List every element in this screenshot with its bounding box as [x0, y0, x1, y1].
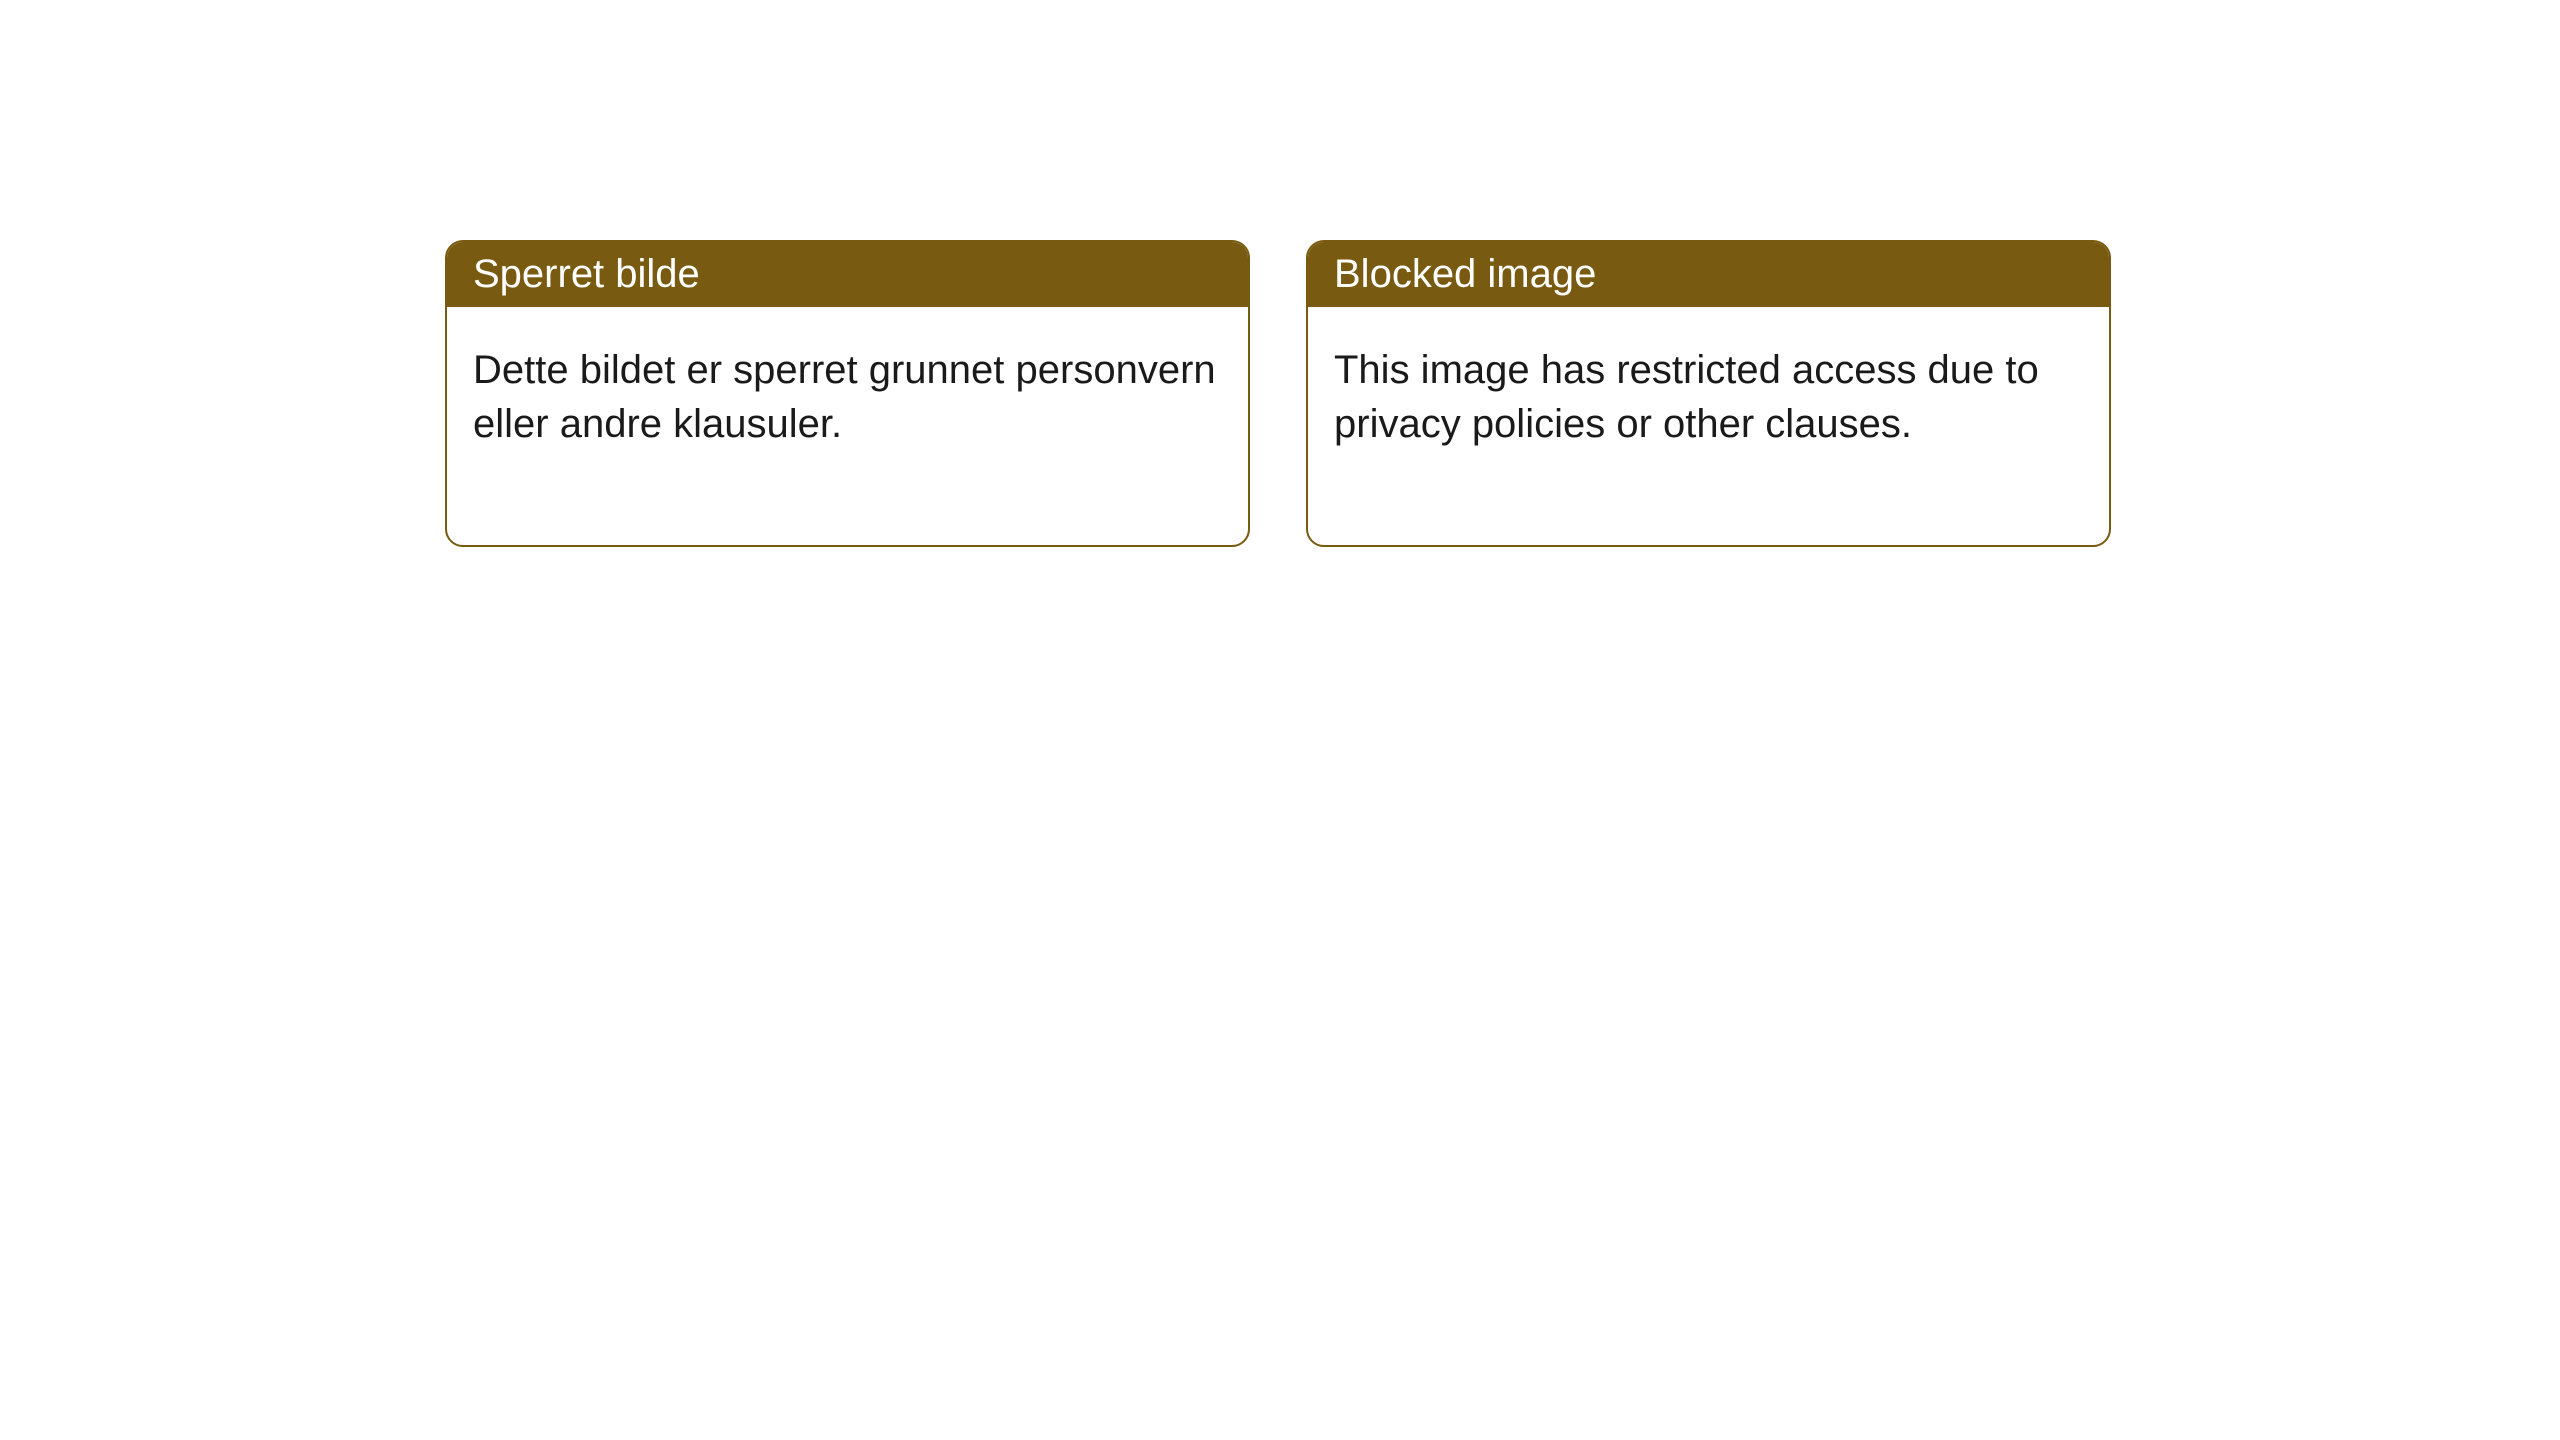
notice-card-body: Dette bildet er sperret grunnet personve…	[447, 307, 1248, 545]
notice-card-title: Blocked image	[1308, 242, 2109, 307]
notice-cards-container: Sperret bilde Dette bildet er sperret gr…	[445, 240, 2111, 547]
notice-card-body: This image has restricted access due to …	[1308, 307, 2109, 545]
notice-card-no: Sperret bilde Dette bildet er sperret gr…	[445, 240, 1250, 547]
notice-card-en: Blocked image This image has restricted …	[1306, 240, 2111, 547]
notice-card-title: Sperret bilde	[447, 242, 1248, 307]
